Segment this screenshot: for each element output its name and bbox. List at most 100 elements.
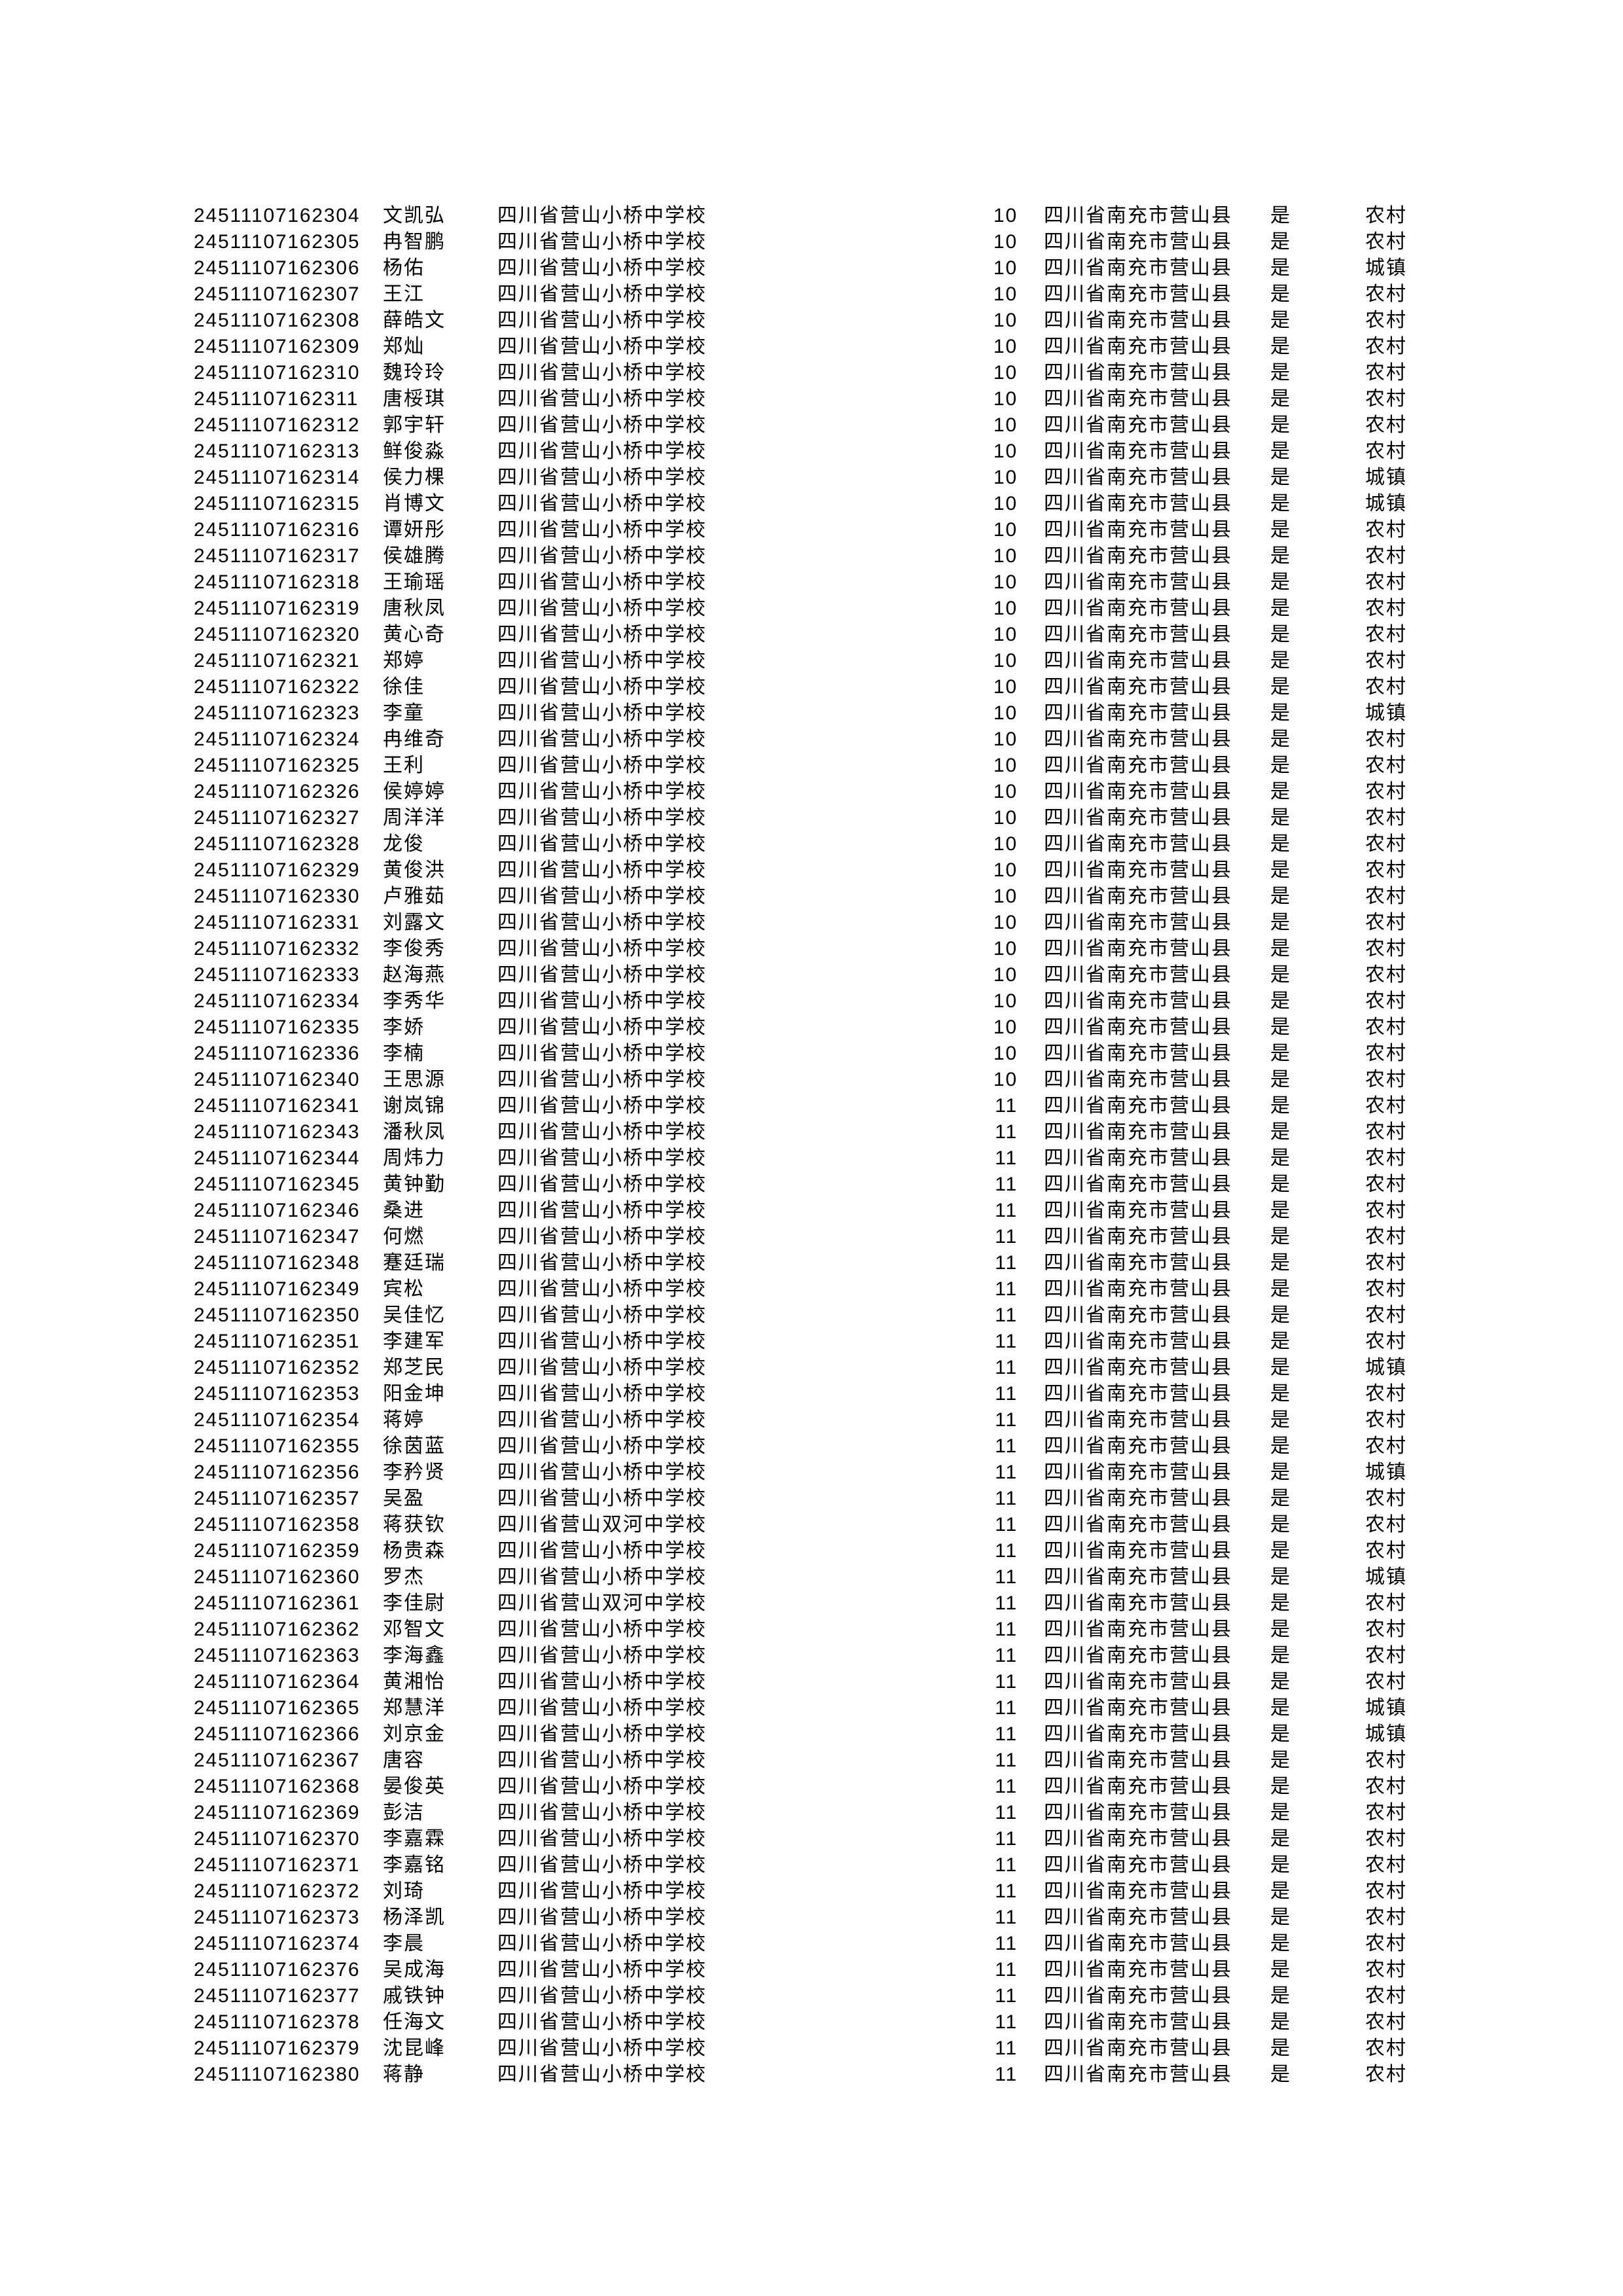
school-cell: 四川省营山小桥中学校 — [497, 2064, 707, 2085]
grade-cell: 10 — [993, 886, 1018, 907]
student-row: 24511107162307 王江 四川省营山小桥中学校 10 四川省南充市营山县 是 农村 — [0, 281, 1623, 308]
student-row: 24511107162325 王利 四川省营山小桥中学校 10 四川省南充市营山县 是 农村 — [0, 753, 1623, 779]
confirmed-cell: 是 — [1270, 1933, 1291, 1954]
exam-id-cell: 24511107162316 — [194, 519, 361, 541]
student-row: 24511107162361 李佳尉 四川省营山双河中学校 11 四川省南充市营山县 是 农… — [0, 1590, 1623, 1617]
confirmed-cell: 是 — [1270, 807, 1291, 829]
confirmed-cell: 是 — [1270, 1854, 1291, 1876]
grade-cell: 10 — [993, 755, 1018, 776]
grade-cell: 11 — [995, 1985, 1018, 2007]
county-cell: 四川省南充市营山县 — [1044, 493, 1232, 514]
student-name-cell: 何燃 — [383, 1226, 425, 1247]
residence-cell: 农村 — [1365, 1645, 1407, 1666]
exam-id-cell: 24511107162362 — [194, 1619, 361, 1640]
student-name-cell: 晏俊英 — [383, 1776, 446, 1797]
student-row: 24511107162344 周炜力 四川省营山小桥中学校 11 四川省南充市营山县 是 农… — [0, 1145, 1623, 1172]
confirmed-cell: 是 — [1270, 1907, 1291, 1928]
grade-cell: 10 — [993, 257, 1018, 279]
student-name-cell: 杨佑 — [383, 257, 425, 279]
grade-cell: 11 — [995, 1121, 1018, 1143]
exam-id-cell: 24511107162351 — [194, 1331, 361, 1352]
county-cell: 四川省南充市营山县 — [1044, 1147, 1232, 1169]
county-cell: 四川省南充市营山县 — [1044, 2037, 1232, 2059]
residence-cell: 农村 — [1365, 571, 1407, 593]
residence-cell: 农村 — [1365, 519, 1407, 541]
exam-id-cell: 24511107162371 — [194, 1854, 361, 1876]
residence-cell: 农村 — [1365, 1409, 1407, 1431]
grade-cell: 11 — [995, 1226, 1018, 1247]
school-cell: 四川省营山小桥中学校 — [497, 990, 707, 1012]
exam-id-cell: 24511107162318 — [194, 571, 361, 593]
student-row: 24511107162345 黄钟勤 四川省营山小桥中学校 11 四川省南充市营山县 是 农… — [0, 1172, 1623, 1198]
grade-cell: 11 — [995, 1592, 1018, 1614]
student-row: 24511107162333 赵海燕 四川省营山小桥中学校 10 四川省南充市营山县 是 农… — [0, 962, 1623, 988]
school-cell: 四川省营山小桥中学校 — [497, 1095, 707, 1117]
confirmed-cell: 是 — [1270, 938, 1291, 960]
exam-id-cell: 24511107162327 — [194, 807, 361, 829]
residence-cell: 农村 — [1365, 624, 1407, 645]
residence-cell: 农村 — [1365, 650, 1407, 672]
school-cell: 四川省营山小桥中学校 — [497, 1880, 707, 1902]
student-row: 24511107162346 桑进 四川省营山小桥中学校 11 四川省南充市营山县 是 农村 — [0, 1198, 1623, 1224]
exam-id-cell: 24511107162325 — [194, 755, 361, 776]
grade-cell: 10 — [993, 1043, 1018, 1064]
student-name-cell: 周炜力 — [383, 1147, 446, 1169]
student-name-cell: 魏玲玲 — [383, 362, 446, 384]
county-cell: 四川省南充市营山县 — [1044, 1540, 1232, 1562]
exam-id-cell: 24511107162350 — [194, 1304, 361, 1326]
school-cell: 四川省营山小桥中学校 — [497, 1383, 707, 1405]
student-name-cell: 阳金坤 — [383, 1383, 446, 1405]
county-cell: 四川省南充市营山县 — [1044, 1278, 1232, 1300]
county-cell: 四川省南充市营山县 — [1044, 728, 1232, 750]
school-cell: 四川省营山小桥中学校 — [497, 310, 707, 331]
school-cell: 四川省营山小桥中学校 — [497, 912, 707, 933]
student-row: 24511107162319 唐秋凤 四川省营山小桥中学校 10 四川省南充市营山县 是 农… — [0, 596, 1623, 622]
residence-cell: 农村 — [1365, 2037, 1407, 2059]
school-cell: 四川省营山小桥中学校 — [497, 1671, 707, 1693]
student-name-cell: 郑慧洋 — [383, 1697, 446, 1719]
grade-cell: 11 — [995, 1095, 1018, 1117]
confirmed-cell: 是 — [1270, 990, 1291, 1012]
county-cell: 四川省南充市营山县 — [1044, 912, 1232, 933]
county-cell: 四川省南充市营山县 — [1044, 362, 1232, 384]
county-cell: 四川省南充市营山县 — [1044, 1566, 1232, 1588]
school-cell: 四川省营山小桥中学校 — [497, 1462, 707, 1483]
student-name-cell: 黄湘怡 — [383, 1671, 446, 1693]
student-name-cell: 桑进 — [383, 1200, 425, 1221]
grade-cell: 11 — [995, 1959, 1018, 1981]
grade-cell: 10 — [993, 807, 1018, 829]
school-cell: 四川省营山小桥中学校 — [497, 807, 707, 829]
student-name-cell: 李矜贤 — [383, 1462, 446, 1483]
county-cell: 四川省南充市营山县 — [1044, 1095, 1232, 1117]
county-cell: 四川省南充市营山县 — [1044, 1016, 1232, 1038]
student-name-cell: 郑芝民 — [383, 1357, 446, 1378]
student-name-cell: 鲜俊淼 — [383, 440, 446, 462]
county-cell: 四川省南充市营山县 — [1044, 1304, 1232, 1326]
school-cell: 四川省营山小桥中学校 — [497, 1802, 707, 1823]
student-row: 24511107162371 李嘉铭 四川省营山小桥中学校 11 四川省南充市营山县 是 农… — [0, 1852, 1623, 1878]
county-cell: 四川省南充市营山县 — [1044, 1828, 1232, 1850]
exam-id-cell: 24511107162355 — [194, 1435, 361, 1457]
student-name-cell: 李童 — [383, 702, 425, 724]
residence-cell: 农村 — [1365, 1278, 1407, 1300]
confirmed-cell: 是 — [1270, 1043, 1291, 1064]
confirmed-cell: 是 — [1270, 231, 1291, 253]
school-cell: 四川省营山小桥中学校 — [497, 1069, 707, 1090]
confirmed-cell: 是 — [1270, 1514, 1291, 1535]
student-name-cell: 黄钟勤 — [383, 1174, 446, 1195]
confirmed-cell: 是 — [1270, 1174, 1291, 1195]
grade-cell: 10 — [993, 676, 1018, 698]
confirmed-cell: 是 — [1270, 1226, 1291, 1247]
school-cell: 四川省营山双河中学校 — [497, 1514, 707, 1535]
student-name-cell: 刘京金 — [383, 1723, 446, 1745]
residence-cell: 农村 — [1365, 990, 1407, 1012]
residence-cell: 农村 — [1365, 728, 1407, 750]
grade-cell: 11 — [995, 1907, 1018, 1928]
student-name-cell: 沈昆峰 — [383, 2037, 446, 2059]
confirmed-cell: 是 — [1270, 1069, 1291, 1090]
residence-cell: 农村 — [1365, 938, 1407, 960]
confirmed-cell: 是 — [1270, 1723, 1291, 1745]
county-cell: 四川省南充市营山县 — [1044, 1880, 1232, 1902]
exam-id-cell: 24511107162365 — [194, 1697, 361, 1719]
school-cell: 四川省营山小桥中学校 — [497, 257, 707, 279]
